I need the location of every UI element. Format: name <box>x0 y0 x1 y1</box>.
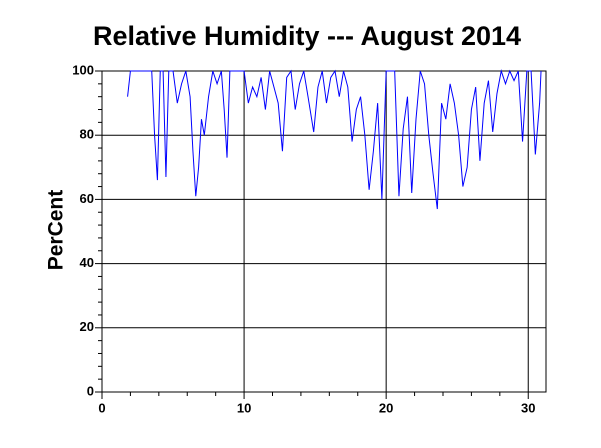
x-tick-label: 20 <box>379 400 393 415</box>
plot-frame <box>101 70 547 393</box>
y-tick-label: 80 <box>80 127 94 142</box>
x-tick-label: 30 <box>521 400 535 415</box>
y-tick-label: 100 <box>72 62 94 77</box>
y-axis-label: PerCent <box>45 190 68 271</box>
y-tick-label: 40 <box>80 255 94 270</box>
y-tick-label: 0 <box>87 383 94 398</box>
y-tick-label: 60 <box>80 191 94 206</box>
humidity-line <box>127 69 542 210</box>
y-tick-label: 20 <box>80 319 94 334</box>
chart-title: Relative Humidity --- August 2014 <box>93 21 521 51</box>
x-tick-label: 10 <box>237 400 251 415</box>
x-tick-label: 0 <box>98 400 105 415</box>
